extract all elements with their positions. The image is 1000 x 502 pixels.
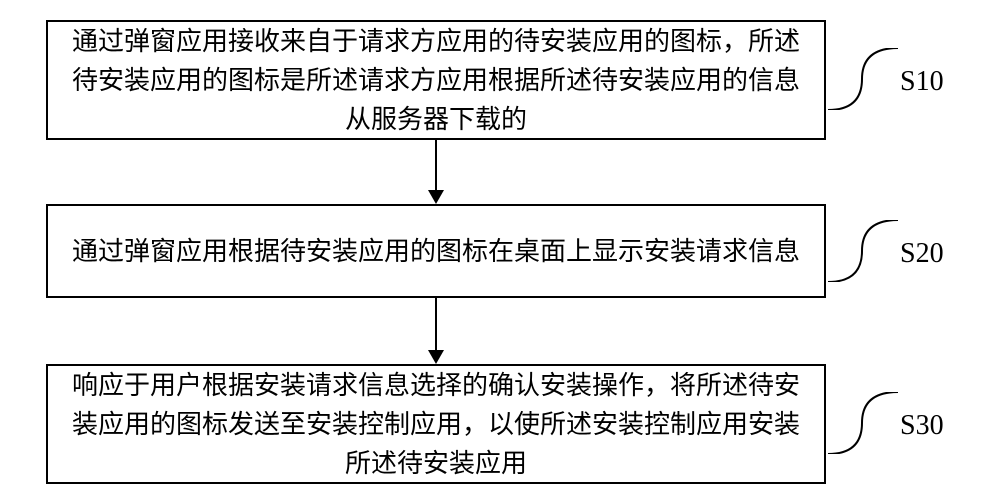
flow-step-s30-text: 响应于用户根据安装请求信息选择的确认安装操作，将所述待安装应用的图标发送至安装控… (64, 366, 808, 483)
flow-step-s20-text: 通过弹窗应用根据待安装应用的图标在桌面上显示安装请求信息 (72, 232, 800, 271)
flow-step-s10: 通过弹窗应用接收来自于请求方应用的待安装应用的图标，所述待安装应用的图标是所述请… (46, 20, 826, 140)
brace-s10 (828, 48, 898, 110)
label-s20: S20 (900, 238, 944, 270)
flow-step-s10-text: 通过弹窗应用接收来自于请求方应用的待安装应用的图标，所述待安装应用的图标是所述请… (64, 22, 808, 139)
arrow-s20-s30 (436, 298, 437, 364)
flow-step-s30: 响应于用户根据安装请求信息选择的确认安装操作，将所述待安装应用的图标发送至安装控… (46, 364, 826, 484)
brace-s20 (828, 220, 898, 282)
flow-step-s20: 通过弹窗应用根据待安装应用的图标在桌面上显示安装请求信息 (46, 204, 826, 298)
arrow-s10-s20 (436, 140, 437, 204)
label-s10: S10 (900, 66, 944, 98)
label-s30: S30 (900, 410, 944, 442)
brace-s30 (828, 392, 898, 454)
